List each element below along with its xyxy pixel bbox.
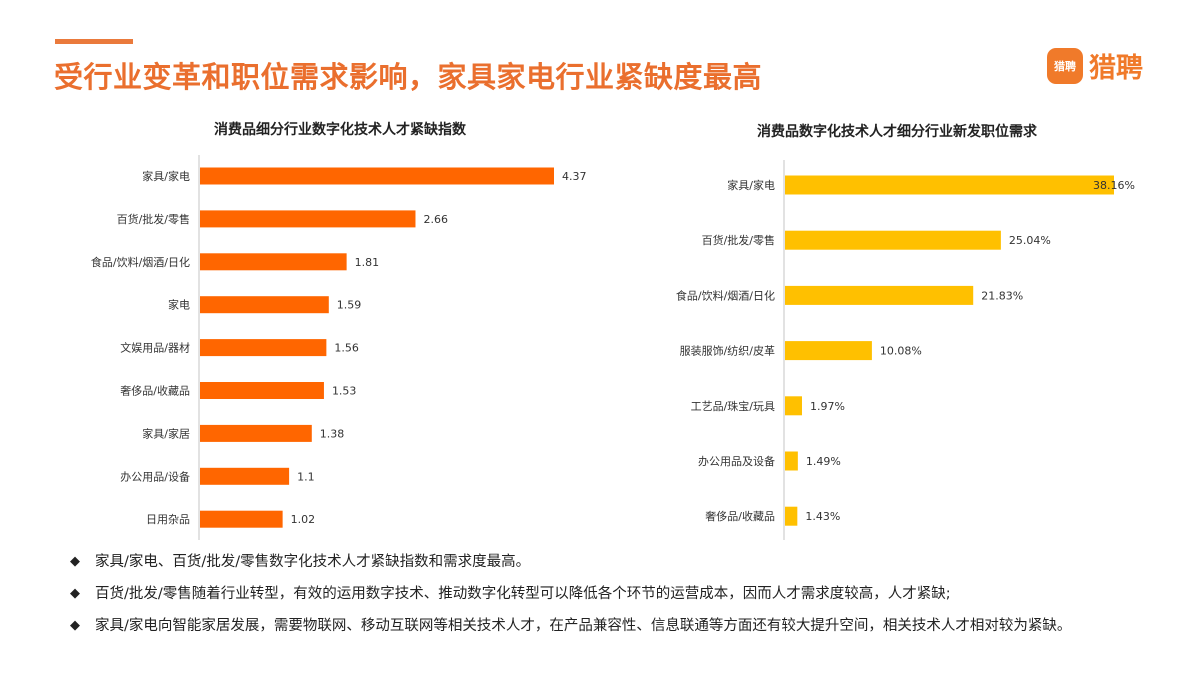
data-label: 4.37 bbox=[562, 170, 587, 183]
page-title: 受行业变革和职位需求影响，家具家电行业紧缺度最高 bbox=[54, 60, 763, 94]
bar bbox=[200, 253, 347, 271]
category-label: 日用杂品 bbox=[146, 513, 190, 526]
data-label: 1.59 bbox=[337, 299, 362, 312]
category-label: 食品/饮料/烟酒/日化 bbox=[91, 255, 190, 269]
category-label: 家电 bbox=[168, 298, 190, 312]
data-label: 1.43% bbox=[805, 510, 840, 523]
category-label: 家具/家电 bbox=[727, 178, 775, 192]
data-label: 1.97% bbox=[810, 400, 845, 413]
bar bbox=[200, 167, 554, 185]
diamond-bullet-icon: ◆ bbox=[70, 586, 80, 601]
bullet-item: ◆ 百货/批发/零售随着行业转型，有效的运用数字技术、推动数字化转型可以降低各个环… bbox=[70, 578, 1150, 610]
bar bbox=[785, 285, 974, 305]
bar bbox=[785, 396, 802, 416]
data-label: 1.38 bbox=[320, 427, 345, 440]
bar bbox=[200, 467, 290, 485]
diamond-bullet-icon: ◆ bbox=[70, 618, 80, 633]
bullet-text: 家具/家电向智能家居发展，需要物联网、移动互联网等相关技术人才，在产品兼容性、信… bbox=[95, 618, 1072, 634]
bar bbox=[785, 175, 1114, 195]
data-label: 1.49% bbox=[806, 455, 841, 468]
category-label: 文娱用品/器材 bbox=[120, 341, 190, 355]
bar bbox=[785, 506, 798, 526]
data-label: 2.66 bbox=[423, 213, 448, 226]
bar bbox=[200, 296, 329, 314]
liepin-logo: 猎聘 猎聘 bbox=[1047, 46, 1143, 85]
data-label: 1.02 bbox=[291, 513, 316, 526]
data-label: 10.08% bbox=[880, 345, 922, 358]
data-label: 1.53 bbox=[332, 385, 357, 398]
bullet-item: ◆ 家具/家电、百货/批发/零售数字化技术人才紧缺指数和需求度最高。 bbox=[70, 546, 1150, 578]
category-label: 家具/家电 bbox=[142, 169, 190, 183]
bullet-text: 家具/家电、百货/批发/零售数字化技术人才紧缺指数和需求度最高。 bbox=[95, 554, 531, 570]
category-label: 百货/批发/零售 bbox=[117, 212, 190, 226]
category-label: 工艺品/珠宝/玩具 bbox=[691, 399, 775, 413]
logo-badge-icon: 猎聘 bbox=[1047, 47, 1083, 84]
right-chart-title: 消费品数字化技术人才细分行业新发职位需求 bbox=[757, 124, 1037, 140]
category-label: 办公用品/设备 bbox=[120, 469, 190, 483]
bar bbox=[200, 210, 416, 228]
bar bbox=[785, 230, 1001, 250]
bar bbox=[200, 510, 283, 528]
bar bbox=[200, 339, 327, 357]
data-label: 21.83% bbox=[981, 289, 1023, 302]
data-label: 1.1 bbox=[297, 470, 315, 483]
logo-text: 猎聘 bbox=[1089, 53, 1143, 84]
title-accent-bar bbox=[55, 39, 133, 44]
category-label: 家具/家居 bbox=[142, 426, 190, 440]
category-label: 奢侈品/收藏品 bbox=[120, 384, 190, 398]
category-label: 服装服饰/纺织/皮革 bbox=[680, 344, 775, 358]
bar bbox=[200, 424, 312, 442]
left-chart-title: 消费品细分行业数字化技术人才紧缺指数 bbox=[214, 122, 466, 138]
data-label: 38.16% bbox=[1093, 179, 1135, 192]
data-label: 1.56 bbox=[334, 342, 359, 355]
data-label: 25.04% bbox=[1009, 234, 1051, 247]
category-label: 办公用品及设备 bbox=[698, 454, 775, 468]
data-label: 1.81 bbox=[355, 256, 380, 269]
bar bbox=[200, 382, 324, 399]
category-label: 奢侈品/收藏品 bbox=[705, 509, 775, 523]
category-label: 食品/饮料/烟酒/日化 bbox=[676, 288, 775, 302]
category-label: 百货/批发/零售 bbox=[702, 233, 775, 247]
bar bbox=[785, 451, 798, 471]
bullet-item: ◆ 家具/家电向智能家居发展，需要物联网、移动互联网等相关技术人才，在产品兼容性、… bbox=[70, 610, 1150, 642]
bar bbox=[785, 341, 872, 361]
diamond-bullet-icon: ◆ bbox=[70, 554, 80, 569]
bullet-list: ◆ 家具/家电、百货/批发/零售数字化技术人才紧缺指数和需求度最高。 ◆ 百货/批发… bbox=[70, 546, 1150, 642]
bullet-text: 百货/批发/零售随着行业转型，有效的运用数字技术、推动数字化转型可以降低各个环节… bbox=[95, 586, 951, 602]
